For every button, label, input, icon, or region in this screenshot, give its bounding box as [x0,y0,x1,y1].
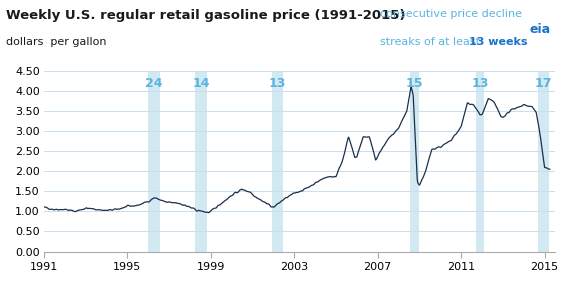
Text: Weekly U.S. regular retail gasoline price (1991-2015): Weekly U.S. regular retail gasoline pric… [6,9,405,22]
Text: 17: 17 [535,77,553,90]
Text: 13 weeks: 13 weeks [469,37,527,47]
Text: 13: 13 [269,77,286,90]
Bar [476,71,484,252]
Text: 14: 14 [192,77,210,90]
Text: consecutive price decline: consecutive price decline [380,9,522,19]
Text: eia: eia [530,23,551,36]
Text: dollars  per gallon: dollars per gallon [6,37,106,47]
Text: 13: 13 [472,77,489,90]
Bar [538,71,549,252]
Text: 15: 15 [406,77,423,90]
Bar [410,71,419,252]
Bar [273,71,283,252]
Bar [195,71,206,252]
Text: 24: 24 [145,77,163,90]
Bar [148,71,160,252]
Text: streaks of at least: streaks of at least [380,37,483,47]
